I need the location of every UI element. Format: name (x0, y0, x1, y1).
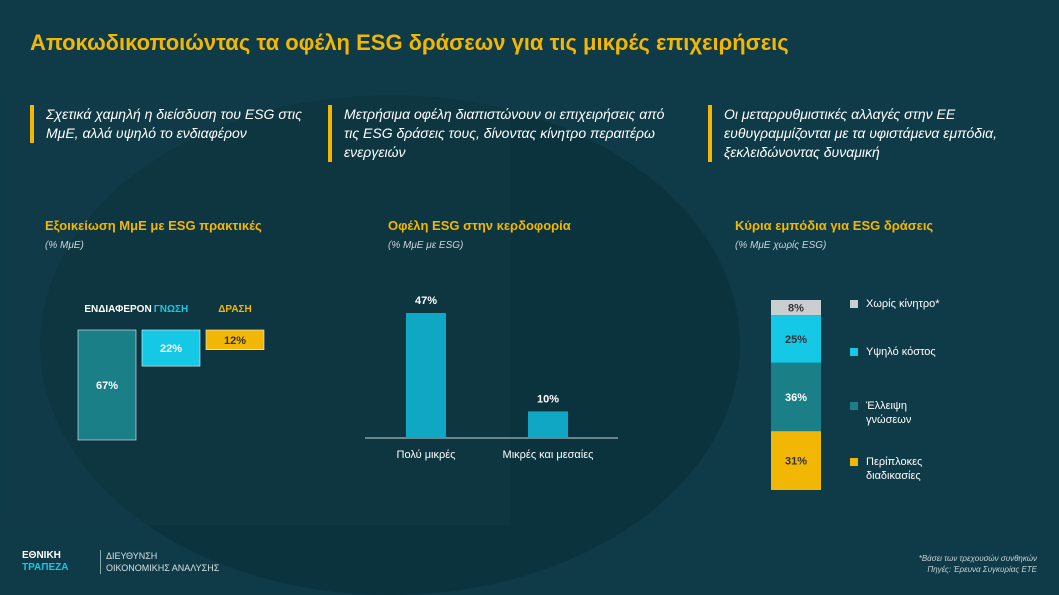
footnote-line1: *Βάσει των τρεχουσών συνθηκών (918, 554, 1037, 563)
chart2-value-1: 10% (537, 393, 559, 405)
chart3-legend-label-0-b: διαδικασίες (866, 470, 921, 482)
headline-2: Μετρήσιμα οφέλη διαπιστώνουν οι επιχειρή… (328, 105, 674, 162)
chart3-segment-3 (771, 300, 821, 316)
logo-line2: ΤΡΑΠΕΖΑ (22, 562, 69, 573)
chart3-value-1: 36% (785, 392, 807, 404)
chart2-category-1: Μικρές και μεσαίες (503, 449, 594, 461)
chart3-legend-label-2: Υψηλό κόστος (866, 346, 936, 358)
chart3-legend-label-1-b: γνώσεων (866, 414, 912, 426)
chart1-subtitle: Εξοικείωση ΜμΕ με ESG πρακτικές (45, 218, 262, 233)
chart1-value-2: 12% (224, 335, 246, 347)
chart1-category-0: ΕΝΔΙΑΦΕΡΟΝ (84, 304, 151, 315)
chart3-subtitle: Κύρια εμπόδια για ESG δράσεις (735, 218, 934, 233)
chart2-subtitle: Οφέλη ESG στην κερδοφορία (388, 218, 571, 233)
chart1-category-1: ΓΝΩΣΗ (154, 304, 188, 315)
chart3-segment-2 (771, 315, 821, 363)
chart3-value-0: 31% (785, 456, 807, 468)
chart3-value-2: 25% (785, 334, 807, 346)
chart2-unit: (% ΜμΕ με ESG) (388, 240, 464, 251)
chart3-legend-swatch-0 (850, 458, 858, 466)
chart3-unit: (% ΜμΕ χωρίς ESG) (735, 240, 827, 251)
chart3-legend-label-1-a: Έλλειψη (865, 400, 907, 412)
chart1-bar-1 (141, 329, 201, 367)
chart1-bar-0 (77, 329, 137, 441)
chart1-category-2: ΔΡΑΣΗ (218, 304, 252, 315)
chart2-category-0: Πολύ μικρές (397, 449, 456, 461)
chart3-legend-swatch-2 (850, 348, 858, 356)
chart1-value-1: 22% (160, 343, 182, 355)
chart2-value-0: 47% (415, 295, 437, 307)
chart2-bar-1 (528, 411, 568, 438)
charts-svg: 67% ΕΝΔΙΑΦΕΡΟΝ 22% ΓΝΩΣΗ 12% ΔΡΑΣΗ 47% Πολύ μικ… (77, 295, 940, 490)
chart3-segment-1 (771, 362, 821, 432)
footnote: *Βάσει των τρεχουσών συνθηκών Πηγές: Έρε… (919, 553, 1037, 575)
chart3-segment-0 (771, 431, 821, 490)
chart3-legend-swatch-3 (850, 300, 858, 308)
headline-3: Οι μεταρρυθμιστικές αλλαγές στην ΕΕ ευθυ… (708, 105, 1044, 162)
headline-1: Σχετικά χαμηλή η διείσδυση του ESG στις … (30, 105, 326, 143)
chart1-bar-2 (205, 329, 265, 351)
chart2-bar-0 (406, 313, 446, 438)
division-line1: ΔΙΕΥΘΥΝΣΗ (106, 551, 158, 561)
background-panel (10, 95, 510, 525)
division-line2: ΟΙΚΟΝΟΜΙΚΗΣ ΑΝΑΛΥΣΗΣ (106, 563, 220, 573)
chart1-unit: (% ΜμΕ) (45, 240, 84, 251)
chart3-legend-label-3: Χωρίς κίνητρο* (866, 298, 940, 310)
logo-line1: ΕΘΝΙΚΗ (22, 550, 61, 561)
chart3-legend-swatch-1 (850, 402, 858, 410)
chart1-value-0: 67% (96, 380, 118, 392)
bank-logo: ΕΘΝΙΚΗ ΤΡΑΠΕΖΑ (22, 550, 68, 574)
page-title: Αποκωδικοποιώντας τα οφέλη ESG δράσεων γ… (30, 30, 789, 55)
chart3-value-3: 8% (788, 303, 804, 315)
chart3-legend-label-0-a: Περίπλοκες (866, 456, 922, 468)
division-name: ΔΙΕΥΘΥΝΣΗ ΟΙΚΟΝΟΜΙΚΗΣ ΑΝΑΛΥΣΗΣ (100, 550, 219, 574)
footnote-line2: Πηγές: Έρευνα Συγκυρίας ΕΤΕ (927, 565, 1037, 574)
